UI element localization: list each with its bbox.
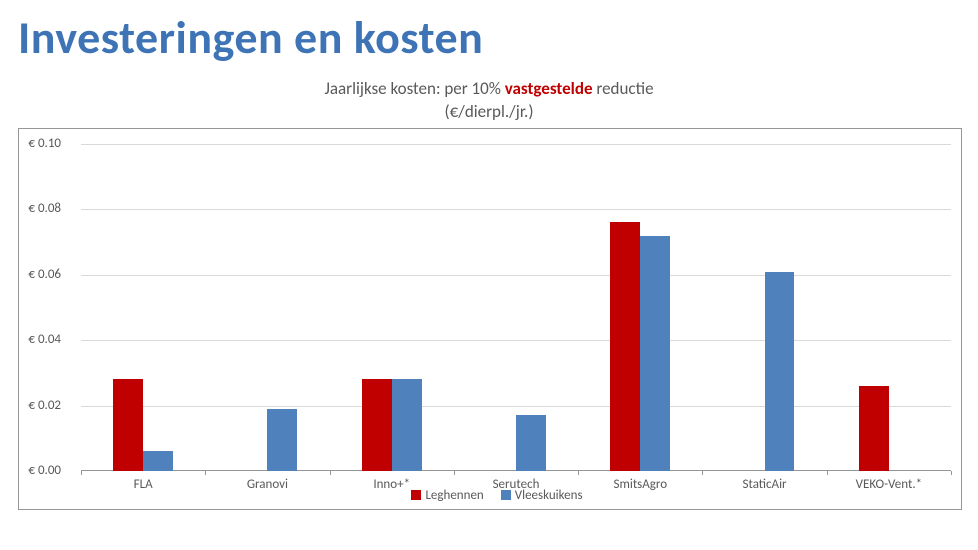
x-tick: [702, 471, 703, 475]
x-tick: [81, 471, 82, 475]
x-tick: [205, 471, 206, 475]
chart-legend: Leghennen Vleeskuikens: [19, 488, 961, 503]
y-tick-label: € 0.08: [11, 201, 61, 216]
y-tick-label: € 0.06: [11, 267, 61, 282]
chart-subtitle: Jaarlijkse kosten: per 10% vastgestelde …: [0, 78, 978, 122]
subtitle-post: reductie: [593, 78, 654, 99]
gridline: [81, 144, 951, 145]
bar-vleeskuikens: [143, 451, 173, 471]
gridline: [81, 406, 951, 407]
bar-vleeskuikens: [640, 236, 670, 471]
x-tick: [330, 471, 331, 475]
x-category-label: Inno+*: [373, 477, 410, 492]
y-tick-label: € 0.10: [11, 136, 61, 151]
legend-swatch-leghennen: [411, 490, 421, 500]
x-tick: [578, 471, 579, 475]
x-category-label: VEKO-Vent.*: [856, 477, 922, 492]
x-category-label: SmitsAgro: [613, 477, 667, 492]
subtitle-pre: Jaarlijkse kosten: per 10%: [324, 78, 504, 99]
bar-leghennen: [362, 379, 392, 471]
bar-leghennen: [859, 386, 889, 471]
x-category-label: Granovi: [247, 477, 288, 492]
x-tick: [827, 471, 828, 475]
bar-leghennen: [610, 222, 640, 471]
x-tick: [951, 471, 952, 475]
page-title: Investeringen en kosten: [18, 10, 483, 66]
legend-label-leghennen: Leghennen: [425, 488, 483, 503]
bar-vleeskuikens: [765, 272, 795, 471]
bar-chart: € 0.00€ 0.02€ 0.04€ 0.06€ 0.08€ 0.10 Leg…: [18, 128, 962, 510]
y-tick-label: € 0.02: [11, 398, 61, 413]
bar-vleeskuikens: [516, 415, 546, 471]
subtitle-line2: (€/dierpl./jr.): [0, 101, 978, 122]
x-category-label: Serutech: [493, 477, 540, 492]
x-tick: [454, 471, 455, 475]
plot-area: [81, 144, 951, 471]
gridline: [81, 209, 951, 210]
gridline: [81, 275, 951, 276]
bar-vleeskuikens: [267, 409, 297, 471]
x-category-label: FLA: [134, 477, 153, 492]
gridline: [81, 340, 951, 341]
subtitle-emph: vastgestelde: [505, 78, 593, 99]
slide: Investeringen en kosten Jaarlijkse koste…: [0, 0, 978, 550]
bar-leghennen: [113, 379, 143, 471]
x-category-label: StaticAir: [743, 477, 787, 492]
y-tick-label: € 0.00: [11, 463, 61, 478]
y-tick-label: € 0.04: [11, 332, 61, 347]
bar-vleeskuikens: [392, 379, 422, 471]
